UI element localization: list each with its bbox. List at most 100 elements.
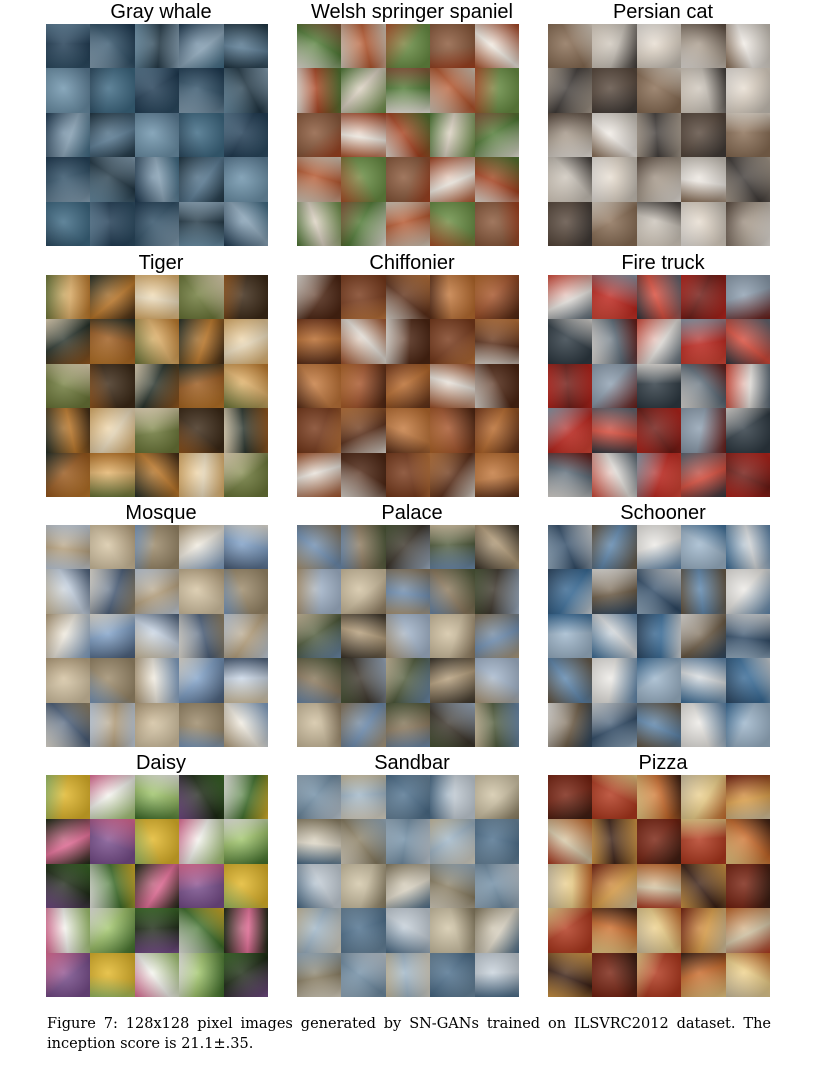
generated-image xyxy=(297,952,342,997)
generated-image xyxy=(548,24,593,69)
generated-image xyxy=(134,952,180,997)
generated-image xyxy=(134,569,180,614)
generated-image xyxy=(681,569,726,614)
sample-grid xyxy=(548,24,770,246)
generated-image xyxy=(341,775,386,820)
generated-image xyxy=(223,863,268,909)
generated-image xyxy=(223,275,268,320)
generated-image xyxy=(430,68,475,113)
generated-image xyxy=(46,157,91,202)
generated-image xyxy=(223,819,268,864)
generated-image xyxy=(179,525,224,570)
generated-image xyxy=(134,112,180,158)
generated-image xyxy=(385,525,431,570)
generated-image xyxy=(636,408,682,453)
generated-image xyxy=(179,319,224,364)
generated-image xyxy=(223,363,268,409)
generated-image xyxy=(474,525,519,570)
generated-image xyxy=(474,68,519,113)
generated-image xyxy=(341,952,386,997)
generated-image xyxy=(134,408,180,453)
generated-image xyxy=(430,702,475,747)
generated-image xyxy=(725,569,770,614)
generated-image xyxy=(681,157,726,202)
generated-image xyxy=(90,613,135,659)
generated-image xyxy=(548,819,593,864)
generated-image xyxy=(430,525,475,570)
generated-image xyxy=(385,275,431,320)
generated-image xyxy=(341,613,386,659)
generated-image xyxy=(548,952,593,997)
generated-image xyxy=(592,112,637,158)
generated-image xyxy=(385,201,431,246)
generated-image xyxy=(636,201,682,246)
generated-image xyxy=(681,952,726,997)
generated-image xyxy=(430,908,475,953)
sample-grid xyxy=(46,24,268,246)
generated-image xyxy=(341,819,386,864)
generated-image xyxy=(341,569,386,614)
generated-image xyxy=(725,275,770,320)
generated-image xyxy=(548,525,593,570)
figure: Gray whale Welsh springer spaniel Persian … xyxy=(46,1,770,997)
generated-image xyxy=(385,613,431,659)
generated-image xyxy=(385,363,431,409)
generated-image xyxy=(134,908,180,953)
generated-image xyxy=(548,363,593,409)
generated-image xyxy=(592,569,637,614)
generated-image xyxy=(297,157,342,202)
generated-image xyxy=(548,157,593,202)
generated-image xyxy=(297,201,342,246)
panel-tiger: Tiger xyxy=(46,251,276,497)
generated-image xyxy=(430,363,475,409)
generated-image xyxy=(46,569,91,614)
sample-grid xyxy=(46,275,268,497)
generated-image xyxy=(725,157,770,202)
generated-image xyxy=(341,112,386,158)
generated-image xyxy=(90,952,135,997)
generated-image xyxy=(90,201,135,246)
generated-image xyxy=(385,658,431,703)
generated-image xyxy=(223,157,268,202)
generated-image xyxy=(592,408,637,453)
generated-image xyxy=(592,68,637,113)
generated-image xyxy=(474,24,519,69)
generated-image xyxy=(548,275,593,320)
generated-image xyxy=(636,658,682,703)
generated-image xyxy=(636,525,682,570)
generated-image xyxy=(223,452,268,497)
generated-image xyxy=(681,658,726,703)
generated-image xyxy=(474,275,519,320)
generated-image xyxy=(341,319,386,364)
generated-image xyxy=(385,24,431,69)
generated-image xyxy=(90,112,135,158)
generated-image xyxy=(548,201,593,246)
panel-title: Gray whale xyxy=(110,1,212,23)
generated-image xyxy=(46,275,91,320)
generated-image xyxy=(548,408,593,453)
generated-image xyxy=(430,569,475,614)
figure-caption: Figure 7: 128x128 pixel images generated… xyxy=(47,1016,771,1052)
generated-image xyxy=(548,775,593,820)
generated-image xyxy=(297,363,342,409)
generated-image xyxy=(592,702,637,747)
generated-image xyxy=(430,819,475,864)
generated-image xyxy=(592,775,637,820)
generated-image xyxy=(179,952,224,997)
generated-image xyxy=(474,819,519,864)
generated-image xyxy=(592,363,637,409)
generated-image xyxy=(385,775,431,820)
generated-image xyxy=(474,775,519,820)
sample-grid xyxy=(297,775,519,997)
generated-image xyxy=(636,863,682,909)
generated-image xyxy=(341,408,386,453)
generated-image xyxy=(636,819,682,864)
generated-image xyxy=(385,952,431,997)
generated-image xyxy=(548,613,593,659)
generated-image xyxy=(592,908,637,953)
generated-image xyxy=(548,569,593,614)
generated-image xyxy=(592,819,637,864)
generated-image xyxy=(297,819,342,864)
generated-image xyxy=(46,658,91,703)
generated-image xyxy=(548,702,593,747)
